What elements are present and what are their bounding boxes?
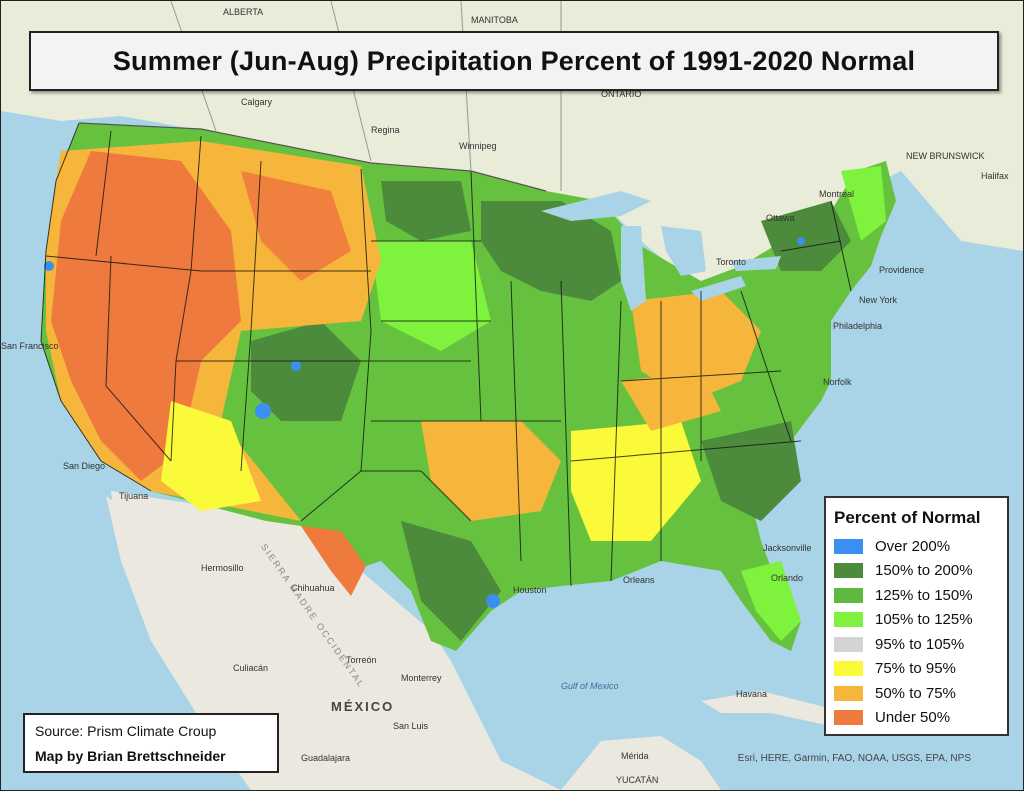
source-line: Source: Prism Climate Croup — [35, 723, 217, 739]
legend-item: 125% to 150% — [834, 583, 999, 608]
precip-105-125-florida — [741, 561, 801, 641]
precip-105-125-great-plains — [371, 241, 491, 351]
label-providence: Providence — [879, 265, 925, 275]
precip-150-200-upper-midwest — [481, 201, 621, 301]
label-san-luis: San Luis — [393, 721, 429, 731]
legend-swatch — [834, 563, 863, 579]
label-yucatan: YUCATÁN — [616, 775, 659, 785]
precip-150-200-colorado — [251, 321, 361, 421]
state-borders — [40, 122, 852, 587]
lake-superior — [541, 191, 651, 221]
precip-over-200-houston — [486, 594, 500, 608]
lake-ontario — [731, 256, 781, 271]
precip-75-95-deep-south — [571, 421, 701, 541]
precip-150-200-nd — [381, 181, 471, 241]
legend-item: Under 50% — [834, 706, 999, 731]
legend-label: Over 200% — [875, 537, 951, 555]
legend-label: 125% to 150% — [875, 586, 973, 604]
lake-michigan — [621, 226, 646, 311]
precip-under-50-west-texas — [301, 526, 366, 596]
legend-item: 95% to 105% — [834, 632, 999, 657]
label-manitoba: MANITOBA — [471, 15, 518, 25]
label-hermosillo: Hermosillo — [201, 563, 244, 573]
label-toronto: Toronto — [716, 257, 747, 267]
precip-75-95-kentucky — [621, 371, 721, 431]
map-title-box: Summer (Jun-Aug) Precipitation Percent o… — [29, 31, 999, 91]
label-winnipeg: Winnipeg — [459, 141, 497, 151]
label-mexico: MÉXICO — [331, 699, 395, 714]
label-ontario: ONTARIO — [601, 89, 642, 99]
precip-under-50-montana — [241, 171, 351, 281]
legend-swatch — [834, 661, 863, 677]
label-gulf-of-mexico: Gulf of Mexico — [561, 681, 619, 691]
label-havana: Havana — [736, 689, 768, 699]
label-halifax: Halifax — [981, 171, 1009, 181]
label-monterrey: Monterrey — [401, 673, 442, 683]
legend-swatch — [834, 538, 863, 554]
baja-land — [106, 496, 251, 771]
label-calgary: Calgary — [241, 97, 273, 107]
precip-over-200-nm — [255, 403, 271, 419]
precip-over-200-oregon — [44, 261, 54, 271]
cuba-land — [701, 691, 861, 726]
us-canada-border — [78, 122, 547, 192]
label-norfolk: Norfolk — [823, 377, 852, 387]
label-regina: Regina — [371, 125, 400, 135]
legend-swatch — [834, 587, 863, 603]
label-torreon: Torreón — [346, 655, 377, 665]
label-montreal: Montreal — [819, 189, 855, 199]
label-san-diego: San Diego — [63, 461, 106, 471]
legend-label: 150% to 200% — [875, 562, 973, 580]
lake-huron — [661, 226, 706, 276]
legend-label: 105% to 125% — [875, 611, 973, 629]
map-title: Summer (Jun-Aug) Precipitation Percent o… — [112, 45, 916, 76]
precip-150-200-northeast — [761, 201, 851, 271]
yucatan-land — [561, 736, 721, 790]
legend-item: 75% to 95% — [834, 657, 999, 682]
precip-75-95-arizona — [161, 401, 261, 511]
label-houston: Houston — [513, 585, 547, 595]
label-jacksonville: Jacksonville — [763, 543, 812, 553]
label-new-brunswick: NEW BRUNSWICK — [906, 151, 985, 161]
precip-75-95-ohio-valley — [631, 291, 761, 401]
legend-item: 150% to 200% — [834, 559, 999, 584]
legend-swatch — [834, 636, 863, 652]
legend: Percent of Normal Over 200% 150% to 200% 1… — [824, 496, 1009, 736]
label-guadalajara: Guadalajara — [301, 753, 351, 763]
label-san-francisco: San Francisco — [1, 341, 59, 351]
author-line: Map by Brian Brettschneider — [35, 748, 226, 764]
precip-75-95-southern-plains — [421, 421, 561, 521]
precip-150-200-southeast — [701, 421, 801, 521]
label-alberta: ALBERTA — [223, 7, 264, 17]
source-box: Source: Prism Climate Croup Map by Brian… — [23, 713, 279, 773]
label-philadelphia: Philadelphia — [833, 321, 883, 331]
precip-over-200-east — [797, 237, 805, 245]
legend-title: Percent of Normal — [834, 508, 981, 527]
legend-item: 105% to 125% — [834, 608, 999, 633]
label-tijuana: Tijuana — [119, 491, 149, 501]
legend-item: Over 200% — [834, 534, 999, 559]
legend-swatch — [834, 710, 863, 726]
lake-erie — [691, 276, 746, 301]
precip-over-200-co — [291, 361, 301, 371]
label-culiacan: Culiacán — [233, 663, 269, 673]
legend-swatch — [834, 612, 863, 628]
legend-swatch — [834, 685, 863, 701]
legend-label: 75% to 95% — [875, 660, 956, 678]
label-orleans: Orleans — [623, 575, 655, 585]
legend-label: Under 50% — [875, 709, 951, 727]
legend-rows: Over 200% 150% to 200% 125% to 150% 105% to… — [834, 534, 999, 730]
precip-150-200-texas — [401, 521, 501, 641]
label-new-york: New York — [859, 295, 898, 305]
label-merida: Mérida — [621, 751, 649, 761]
legend-item: 50% to 75% — [834, 681, 999, 706]
precip-105-125-maine — [841, 166, 886, 241]
legend-label: 50% to 75% — [875, 684, 956, 702]
map-attribution: Esri, HERE, Garmin, FAO, NOAA, USGS, EPA… — [737, 753, 971, 764]
label-ottawa: Ottawa — [766, 213, 795, 223]
label-orlando: Orlando — [771, 573, 804, 583]
label-chihuahua: Chihuahua — [291, 583, 335, 593]
legend-label: 95% to 105% — [875, 635, 965, 653]
